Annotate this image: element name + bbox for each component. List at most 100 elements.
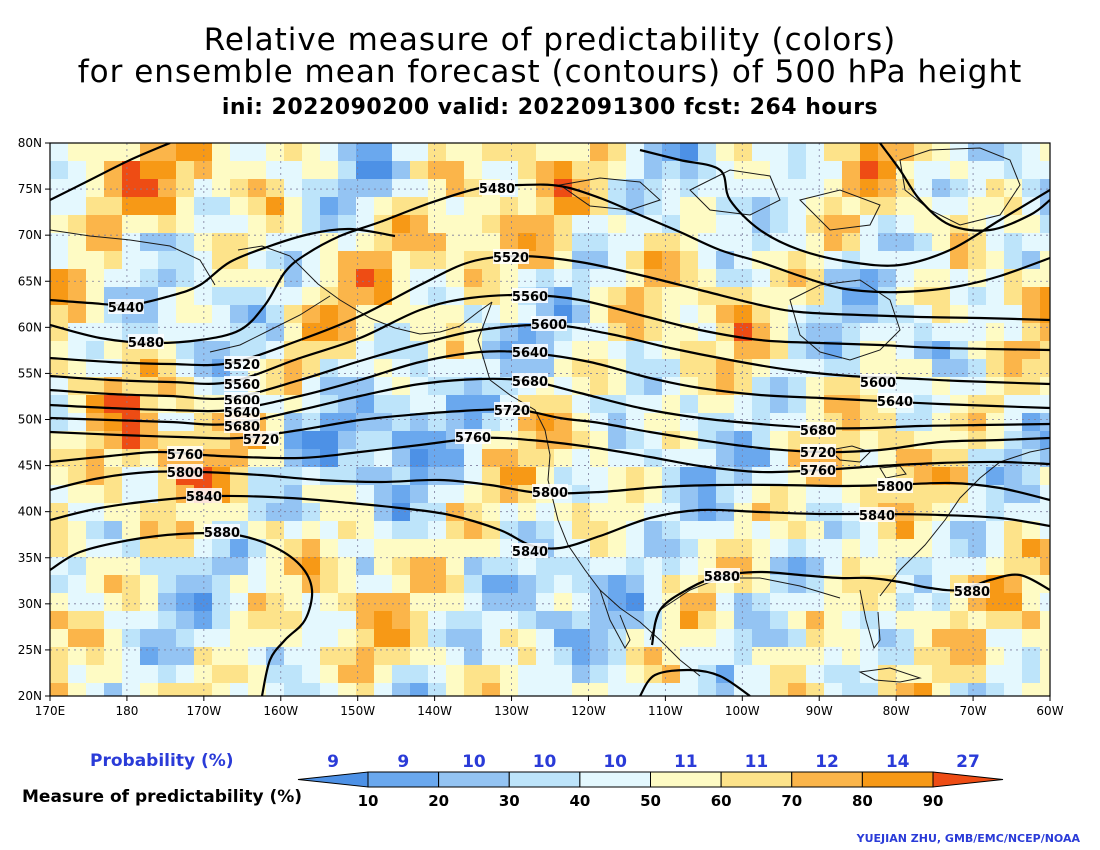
- predictability-cell: [788, 647, 807, 666]
- predictability-cell: [716, 593, 735, 612]
- predictability-cell: [842, 359, 861, 378]
- predictability-cell: [356, 557, 375, 576]
- contour-label-5600: 5600: [531, 318, 567, 333]
- predictability-cell: [878, 269, 897, 288]
- predictability-cell: [932, 413, 951, 432]
- predictability-cell: [716, 233, 735, 252]
- predictability-cell: [662, 305, 681, 324]
- predictability-cell: [500, 161, 519, 180]
- predictability-cell: [1022, 575, 1041, 594]
- predictability-cell: [806, 359, 825, 378]
- predictability-cell: [446, 665, 465, 684]
- predictability-cell: [68, 251, 87, 270]
- predictability-cell: [716, 323, 735, 342]
- predictability-cell: [824, 503, 843, 522]
- predictability-cell: [446, 647, 465, 666]
- predictability-cell: [50, 629, 69, 648]
- predictability-cell: [320, 341, 339, 360]
- predictability-cell: [644, 683, 663, 696]
- predictability-cell: [50, 593, 69, 612]
- predictability-cell: [770, 179, 789, 198]
- predictability-cell: [896, 683, 915, 696]
- predictability-cell: [572, 647, 591, 666]
- predictability-cell: [500, 431, 519, 450]
- predictability-cell: [896, 377, 915, 396]
- predictability-cell: [284, 413, 303, 432]
- predictability-cell: [608, 683, 627, 696]
- predictability-cell: [698, 611, 717, 630]
- predictability-cell: [788, 341, 807, 360]
- predictability-cell: [842, 521, 861, 540]
- predictability-cell: [950, 413, 969, 432]
- predictability-cell: [824, 341, 843, 360]
- predictability-cell: [806, 629, 825, 648]
- predictability-cell: [86, 359, 105, 378]
- predictability-cell: [860, 593, 879, 612]
- predictability-cell: [266, 683, 285, 696]
- predictability-cell: [428, 215, 447, 234]
- predictability-cell: [572, 305, 591, 324]
- predictability-cell: [518, 485, 537, 504]
- predictability-cell: [320, 305, 339, 324]
- predictability-cell: [770, 521, 789, 540]
- predictability-cell: [752, 665, 771, 684]
- predictability-cell: [698, 143, 717, 162]
- predictability-cell: [770, 449, 789, 468]
- predictability-cell: [1040, 413, 1050, 432]
- predictability-cell: [140, 359, 159, 378]
- contour-label-5680: 5680: [512, 375, 548, 390]
- contour-label-5440: 5440: [108, 301, 144, 316]
- height-contour-5480: [879, 143, 1050, 232]
- predictability-cell: [590, 485, 609, 504]
- predictability-cell: [410, 215, 429, 234]
- predictability-cell: [554, 431, 573, 450]
- predictability-cell: [338, 683, 357, 696]
- predictability-cell: [50, 197, 69, 216]
- predictability-cell: [860, 359, 879, 378]
- predictability-cell: [536, 629, 555, 648]
- predictability-cell: [716, 431, 735, 450]
- predictability-cell: [1040, 143, 1050, 162]
- lat-tick-label: 60N: [18, 320, 42, 334]
- predictability-cell: [212, 539, 231, 558]
- predictability-cell: [770, 413, 789, 432]
- height-contour-5760: [50, 436, 1050, 474]
- predictability-cell: [1022, 251, 1041, 270]
- predictability-cell: [896, 665, 915, 684]
- predictability-cell: [86, 521, 105, 540]
- predictability-cell: [608, 431, 627, 450]
- predictability-cell: [752, 287, 771, 306]
- predictability-cell: [446, 629, 465, 648]
- predictability-cell: [1040, 269, 1050, 288]
- predictability-cell: [158, 215, 177, 234]
- predictability-cell: [680, 161, 699, 180]
- predictability-cell: [662, 485, 681, 504]
- predictability-cell: [1004, 521, 1023, 540]
- predictability-cell: [842, 413, 861, 432]
- predictability-cell: [374, 539, 393, 558]
- predictability-cell: [626, 683, 645, 696]
- predictability-cell: [500, 683, 519, 696]
- predictability-cell: [986, 287, 1005, 306]
- predictability-cell: [1022, 287, 1041, 306]
- arctic-islands-coastline: [558, 169, 881, 231]
- predictability-cell: [914, 539, 933, 558]
- predictability-cell: [320, 593, 339, 612]
- predictability-cell: [266, 269, 285, 288]
- predictability-cell: [158, 539, 177, 558]
- predictability-cell: [950, 161, 969, 180]
- predictability-cell: [230, 575, 249, 594]
- predictability-cell: [248, 467, 267, 486]
- predictability-cell: [1004, 611, 1023, 630]
- predictability-cell: [734, 269, 753, 288]
- predictability-cell: [410, 539, 429, 558]
- predictability-cell: [428, 179, 447, 198]
- predictability-cell: [122, 179, 141, 198]
- predictability-cell: [860, 449, 879, 468]
- predictability-cell: [680, 611, 699, 630]
- predictability-cell: [752, 431, 771, 450]
- predictability-cell: [320, 251, 339, 270]
- predictability-cell: [122, 683, 141, 696]
- predictability-cell: [248, 269, 267, 288]
- predictability-cell: [536, 521, 555, 540]
